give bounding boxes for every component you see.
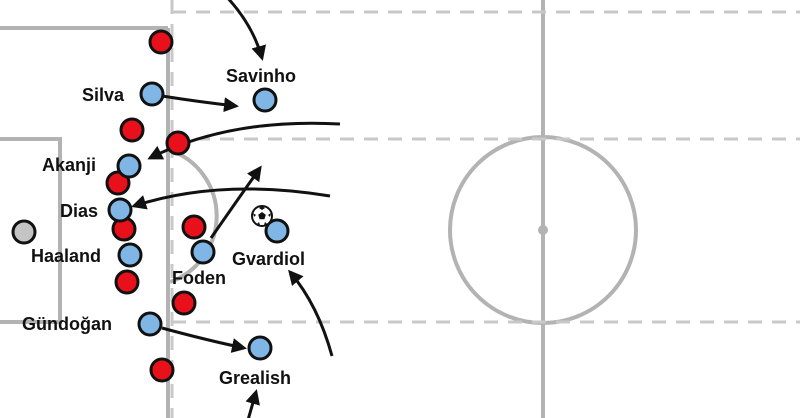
player-gundogan [137,311,163,337]
label-dias: Dias [60,201,99,221]
away-player [119,117,145,143]
football-icon [251,205,273,227]
arrow-icon [288,269,334,357]
away-player [105,170,131,196]
away-player [114,269,140,295]
home-players [107,81,290,361]
label-gvardiol: Gvardiol [232,249,306,269]
player-silva [139,81,165,107]
arrow-icon [209,165,262,239]
arrow-icon [245,389,260,418]
player-foden [190,239,216,265]
label-savinho: Savinho [226,66,297,86]
player-grealish [247,335,273,361]
center-spot [538,225,548,235]
away-player [148,29,174,55]
away-player [181,214,207,240]
movement-arrows [131,0,341,418]
player-dias [107,197,133,223]
away-player [149,357,175,383]
arrow-icon [131,187,331,210]
away-players [105,29,207,383]
player-gvardiol [264,218,290,244]
away-player [171,290,197,316]
six-yard-box [0,137,62,324]
player-akanji [116,153,142,179]
label-foden: Foden [172,268,226,288]
player-savinho [252,87,278,113]
label-akanji: Akanji [42,155,97,175]
label-haaland: Haaland [31,246,102,266]
arrow-icon [161,94,239,113]
goalkeeper [11,219,37,245]
penalty-arc [169,148,219,284]
label-silva: Silva [82,85,125,105]
label-gundogan: Gündoğan [22,314,112,334]
arrow-icon [227,0,267,61]
away-player [165,130,191,156]
zone-lines [170,0,800,418]
player-haaland [117,242,143,268]
arrow-icon [161,326,247,353]
label-grealish: Grealish [219,368,292,388]
